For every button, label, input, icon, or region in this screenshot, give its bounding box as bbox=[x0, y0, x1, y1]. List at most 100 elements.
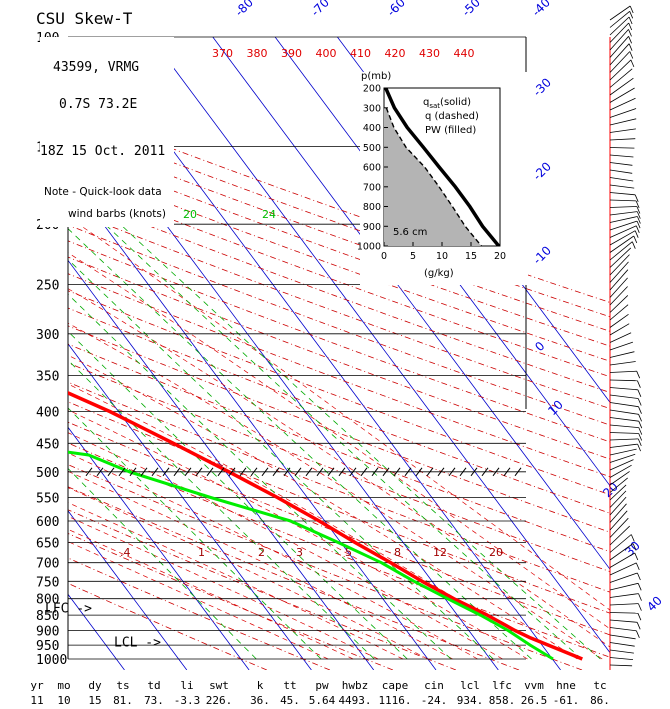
footer-label: k bbox=[257, 679, 264, 692]
wind-barb-flag bbox=[628, 22, 633, 31]
dewpoint-line bbox=[68, 450, 554, 661]
wind-barb-flag bbox=[637, 216, 641, 224]
isobars bbox=[67, 36, 527, 660]
profile-wind-barbs bbox=[85, 467, 522, 477]
wind-barb bbox=[609, 417, 639, 422]
wind-barb bbox=[609, 424, 639, 428]
pressure-tick-label: 950 bbox=[36, 639, 59, 654]
wind-barb-flag bbox=[637, 443, 641, 452]
wind-barb-flag bbox=[638, 433, 643, 441]
theta-e-label: 440 bbox=[454, 47, 475, 60]
profile-barb-tick bbox=[294, 467, 302, 477]
wind-barb bbox=[609, 525, 630, 546]
wind-barb-flag bbox=[635, 200, 640, 209]
inset-plot bbox=[384, 88, 500, 246]
inset-xtick-label: 0 bbox=[381, 251, 387, 262]
inset-ytick-label: 600 bbox=[363, 163, 381, 174]
mixing-ratio-label: 5 bbox=[345, 546, 352, 559]
wind-barb bbox=[609, 295, 629, 313]
footer-value: -3.3 bbox=[174, 694, 201, 707]
footer-value: 81. bbox=[113, 694, 133, 707]
dry-adiabat bbox=[68, 421, 610, 636]
wind-barb-flag bbox=[630, 534, 635, 542]
footer-value: 86. bbox=[590, 694, 610, 707]
note-line1: Note - Quick-look data bbox=[44, 186, 162, 198]
wind-barb-flag bbox=[632, 543, 637, 551]
wind-barb-flag bbox=[636, 630, 640, 638]
wind-barb-flag bbox=[638, 414, 642, 422]
wind-barb bbox=[609, 402, 639, 408]
wind-barb bbox=[609, 199, 637, 202]
isotherm-line bbox=[68, 426, 250, 670]
footer-label: cape bbox=[382, 679, 409, 692]
note-line2: wind barbs (knots) bbox=[68, 208, 166, 220]
wind-barb bbox=[609, 97, 636, 111]
moist-adiabat bbox=[68, 354, 578, 660]
wind-barb-flag bbox=[628, 43, 633, 51]
wind-barb bbox=[609, 154, 634, 158]
wind-barb-flag bbox=[637, 572, 641, 581]
moist-adiabat bbox=[68, 432, 503, 660]
footer-value: 15 bbox=[88, 694, 101, 707]
dry-adiabat bbox=[68, 273, 610, 478]
wind-barb bbox=[609, 459, 634, 471]
profile-barb-tick bbox=[305, 467, 313, 477]
profile-barb-tick bbox=[195, 467, 203, 477]
wind-barb-flag bbox=[635, 225, 640, 233]
profile-barb-tick bbox=[481, 467, 489, 477]
footer-value: 73. bbox=[144, 694, 164, 707]
wind-barb-flag bbox=[633, 235, 638, 244]
isotherm-label: -40 bbox=[529, 0, 553, 19]
dry-adiabat bbox=[68, 381, 610, 593]
wind-barb bbox=[609, 572, 638, 583]
profile-barb-tick bbox=[470, 467, 478, 477]
footer-label: pw bbox=[315, 679, 329, 692]
wind-barb bbox=[609, 254, 630, 276]
profile-barb-tick bbox=[338, 467, 346, 477]
wind-barb-flag bbox=[628, 16, 633, 25]
wind-barb-flag bbox=[634, 194, 639, 202]
footer-value: 934. bbox=[457, 694, 484, 707]
wind-barb bbox=[609, 211, 638, 216]
wind-barb bbox=[609, 162, 633, 166]
wind-barb bbox=[609, 496, 627, 516]
wind-barb bbox=[609, 503, 627, 523]
wind-barb bbox=[609, 642, 635, 647]
pressure-tick-label: 750 bbox=[36, 575, 59, 590]
pressure-tick-label: 850 bbox=[36, 609, 59, 624]
wind-barb-flag bbox=[637, 389, 642, 397]
wind-barb bbox=[609, 341, 634, 351]
isotherm-label: 40 bbox=[644, 593, 665, 614]
profile-barb-tick bbox=[382, 467, 390, 477]
footer-value: 45. bbox=[280, 694, 300, 707]
wind-barb-flag bbox=[638, 421, 643, 429]
dry-adiabat bbox=[68, 256, 610, 460]
station-label: 43599, VRMG bbox=[53, 60, 139, 75]
profile-barb-tick bbox=[371, 467, 379, 477]
wind-barb-flag bbox=[629, 5, 634, 14]
wind-barb bbox=[609, 16, 630, 36]
wind-barb bbox=[609, 664, 633, 667]
wind-barb bbox=[609, 448, 637, 456]
inset-xtick-label: 10 bbox=[436, 251, 448, 262]
isotherm-line bbox=[68, 343, 312, 670]
inset-xlabel: (g/kg) bbox=[424, 268, 454, 279]
wind-barb bbox=[609, 77, 634, 96]
profile-barb-tick bbox=[129, 467, 137, 477]
profile-barb-tick bbox=[437, 467, 445, 477]
inset-pw-value: 5.6 cm bbox=[393, 227, 427, 238]
wind-barb bbox=[609, 59, 632, 81]
profile-barb-tick bbox=[250, 467, 258, 477]
dry-adiabat bbox=[68, 209, 610, 410]
footer-value: 4493. bbox=[338, 694, 371, 707]
moist-adiabat bbox=[68, 470, 453, 660]
inset-ytick-label: 700 bbox=[363, 182, 381, 193]
footer-label: swt bbox=[209, 679, 229, 692]
wind-barb bbox=[609, 184, 635, 189]
wind-barb bbox=[609, 490, 627, 508]
wind-barb bbox=[609, 543, 634, 561]
wind-barb bbox=[609, 443, 638, 448]
moist-adiabat bbox=[68, 252, 610, 630]
